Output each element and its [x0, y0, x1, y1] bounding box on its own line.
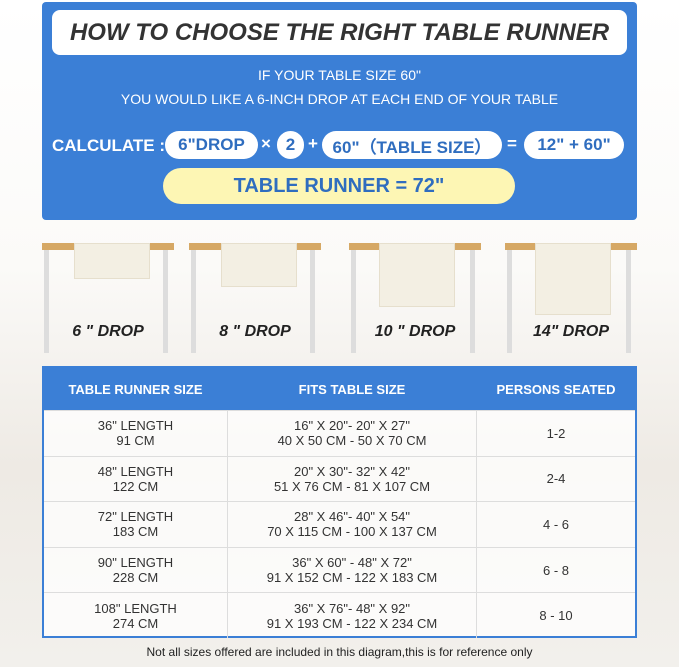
fit-cm: 51 X 76 CM - 81 X 107 CM [273, 478, 431, 494]
times-sign: × [261, 134, 271, 153]
drop-label: 10 " DROP [374, 323, 456, 340]
sum-pill: 12" + 60" [524, 131, 624, 159]
footnote: Not all sizes offered are included in th… [146, 645, 533, 659]
table-illustration-10 [349, 243, 481, 353]
fit-inches: 36" X 60" - 48" X 72" [292, 555, 412, 571]
persons-seated: 6 - 8 [542, 562, 569, 578]
table-illustration-6 [42, 243, 174, 353]
fits-table-cell: 36" X 76"- 48" X 92" 91 X 193 CM - 122 X … [227, 593, 477, 638]
table-row: 108" LENGTH 274 CM 36" X 76"- 48" X 92" 91… [44, 592, 635, 638]
fit-inches: 28" X 46"- 40" X 54" [293, 509, 411, 525]
runner-size-cell: 48" LENGTH 122 CM [44, 457, 227, 502]
length-cm: 228 CM [112, 570, 159, 586]
length-inches: 108" LENGTH [94, 600, 177, 616]
runner-size-cell: 108" LENGTH 274 CM [44, 593, 227, 638]
table-row: 90" LENGTH 228 CM 36" X 60" - 48" X 72" 91… [44, 546, 635, 593]
length-inches: 90" LENGTH [97, 555, 174, 571]
fit-cm: 91 X 193 CM - 122 X 234 CM [266, 615, 438, 631]
result-pill: TABLE RUNNER = 72" [163, 168, 515, 204]
runner-size-cell: 90" LENGTH 228 CM [44, 548, 227, 593]
header-runner-size: TABLE RUNNER SIZE [68, 381, 203, 397]
length-cm: 274 CM [112, 615, 159, 631]
persons-cell: 1-2 [477, 411, 635, 456]
fit-inches: 20" X 30"- 32" X 42" [293, 463, 411, 479]
fit-cm: 40 X 50 CM - 50 X 70 CM [277, 433, 427, 449]
persons-seated: 8 - 10 [539, 608, 573, 624]
table-illustration-8 [189, 243, 321, 353]
persons-cell: 6 - 8 [477, 548, 635, 593]
length-cm: 91 CM [116, 433, 155, 449]
persons-seated: 1-2 [546, 425, 566, 441]
drop-label: 6 " DROP [72, 323, 144, 340]
multiplier-pill: 2 [277, 131, 304, 159]
table-header: TABLE RUNNER SIZE FITS TABLE SIZE PERSON… [44, 368, 635, 410]
header-persons: PERSONS SEATED [496, 381, 616, 397]
fits-table-cell: 28" X 46"- 40" X 54" 70 X 115 CM - 100 X … [227, 502, 477, 547]
persons-cell: 8 - 10 [477, 593, 635, 638]
runner-size-cell: 72" LENGTH 183 CM [44, 502, 227, 547]
table-row: 36" LENGTH 91 CM 16" X 20"- 20" X 27" 40 X… [44, 410, 635, 456]
drop-label: 8 " DROP [219, 323, 291, 340]
header-fits-table: FITS TABLE SIZE [298, 381, 406, 397]
fit-inches: 16" X 20"- 20" X 27" [293, 418, 411, 434]
fit-cm: 91 X 152 CM - 122 X 183 CM [266, 570, 438, 586]
length-inches: 72" LENGTH [97, 509, 174, 525]
intro-line-2: YOU WOULD LIKE A 6-INCH DROP AT EACH END… [120, 91, 559, 107]
size-table: TABLE RUNNER SIZE FITS TABLE SIZE PERSON… [42, 366, 637, 638]
table-illustration-14 [505, 243, 637, 353]
length-cm: 122 CM [112, 478, 159, 494]
calculate-label: CALCULATE : [52, 136, 165, 155]
intro-line-1: IF YOUR TABLE SIZE 60" [258, 67, 421, 83]
table-row: 48" LENGTH 122 CM 20" X 30"- 32" X 42" 51 … [44, 455, 635, 502]
length-inches: 48" LENGTH [97, 463, 174, 479]
runner-size-cell: 36" LENGTH 91 CM [44, 411, 227, 456]
fit-inches: 36" X 76"- 48" X 92" [293, 600, 411, 616]
plus-sign: + [308, 134, 318, 153]
drop-label: 14" DROP [532, 323, 610, 340]
persons-seated: 4 - 6 [542, 516, 569, 532]
persons-cell: 2-4 [477, 457, 635, 502]
persons-cell: 4 - 6 [477, 502, 635, 547]
length-cm: 183 CM [112, 524, 159, 540]
fits-table-cell: 36" X 60" - 48" X 72" 91 X 152 CM - 122 X… [227, 547, 477, 593]
fits-table-cell: 20" X 30"- 32" X 42" 51 X 76 CM - 81 X 10… [227, 456, 477, 502]
table-size-pill: 60"（TABLE SIZE） [322, 131, 502, 159]
fits-table-cell: 16" X 20"- 20" X 27" 40 X 50 CM - 50 X 70… [227, 411, 477, 456]
persons-seated: 2-4 [546, 471, 566, 487]
length-inches: 36" LENGTH [97, 418, 174, 434]
equals-sign: = [507, 134, 517, 153]
fit-cm: 70 X 115 CM - 100 X 137 CM [267, 524, 437, 540]
page-title: HOW TO CHOOSE THE RIGHT TABLE RUNNER [52, 10, 627, 55]
drop-pill: 6"DROP [165, 131, 258, 159]
table-row: 72" LENGTH 183 CM 28" X 46"- 40" X 54" 70 … [44, 501, 635, 547]
